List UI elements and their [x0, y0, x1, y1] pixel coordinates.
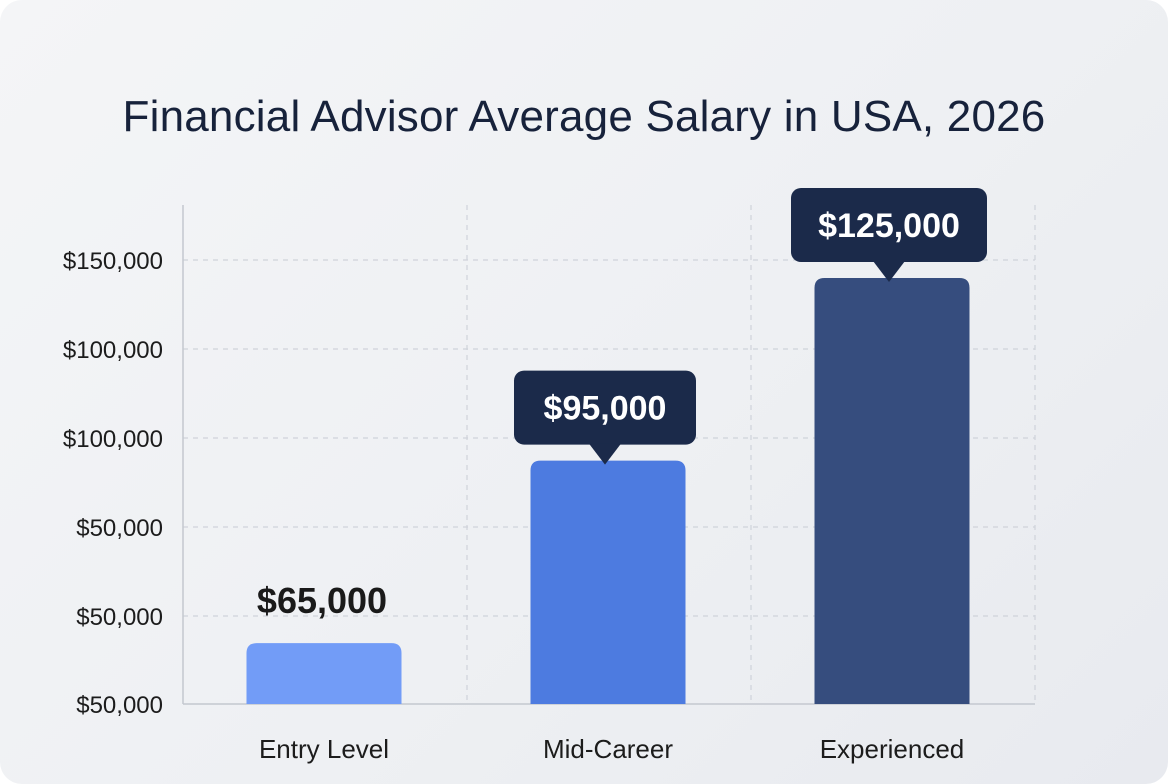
chart-title: Financial Advisor Average Salary in USA,…: [122, 92, 1046, 141]
data-label-bubble: [791, 188, 987, 262]
y-tick-label: $100,000: [63, 426, 163, 453]
data-label: $125,000: [818, 207, 960, 245]
data-label-bubble-pointer: [589, 443, 621, 465]
data-label-bubble-pointer: [873, 261, 905, 282]
x-tick-label: Mid-Career: [543, 734, 673, 764]
y-tick-label: $150,000: [63, 248, 163, 275]
bar-mid-career: [530, 460, 686, 704]
y-tick-label: $50,000: [76, 515, 163, 542]
y-tick-label: $100,000: [63, 337, 163, 364]
y-tick-label: $50,000: [76, 604, 163, 631]
data-label: $65,000: [257, 580, 387, 621]
bar-experienced: [814, 278, 970, 704]
x-tick-label: Entry Level: [259, 734, 389, 764]
data-label-bubble: [514, 370, 696, 445]
x-tick-label: Experienced: [820, 734, 965, 764]
data-label: $95,000: [544, 390, 667, 428]
y-tick-label: $50,000: [76, 692, 163, 719]
bar-entry-level: [246, 643, 402, 704]
